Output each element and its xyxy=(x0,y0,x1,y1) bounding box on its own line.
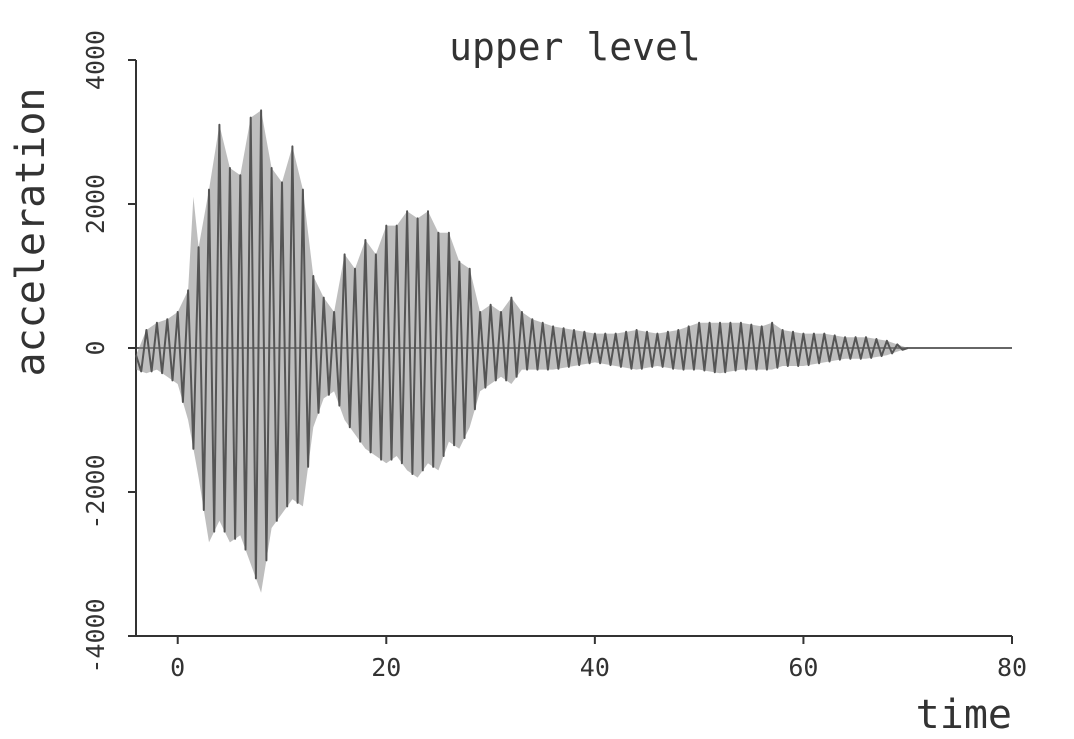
y-ticks: -4000 -2000 0 2000 4000 xyxy=(81,30,136,674)
x-tick-label: 80 xyxy=(997,653,1027,682)
x-tick-label: 0 xyxy=(170,653,185,682)
y-tick-label: -4000 xyxy=(81,598,110,673)
y-axis-label: acceleration xyxy=(8,88,54,377)
y-tick-label: 0 xyxy=(81,340,110,355)
x-ticks: 0 20 40 60 80 xyxy=(170,636,1027,682)
x-tick-label: 20 xyxy=(371,653,401,682)
x-tick-label: 60 xyxy=(788,653,818,682)
y-tick-label: 4000 xyxy=(81,30,110,90)
x-tick-label: 40 xyxy=(580,653,610,682)
y-tick-label: 2000 xyxy=(81,174,110,234)
x-axis-label: time xyxy=(916,692,1012,738)
y-tick-label: -2000 xyxy=(81,454,110,529)
chart-title: upper level xyxy=(449,25,701,69)
